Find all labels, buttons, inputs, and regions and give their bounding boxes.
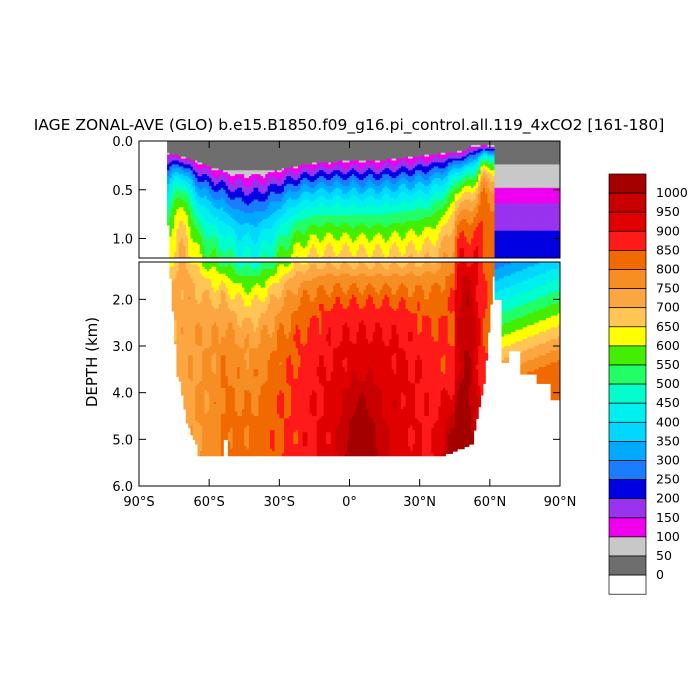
colorbar-label: 100: [656, 529, 680, 544]
x-tick-label: 30°N: [403, 495, 436, 510]
colorbar-swatch: [608, 555, 647, 576]
x-tick-label: 30°S: [264, 495, 295, 510]
y-tick-label: 0.0: [112, 135, 133, 150]
colorbar-label: 1000: [656, 185, 688, 200]
colorbar-swatch: [608, 479, 647, 500]
colorbar-swatch: [608, 250, 647, 270]
colorbar-swatch: [608, 498, 647, 519]
colorbar-label: 900: [656, 223, 680, 238]
y-tick-label: 0.5: [112, 184, 133, 199]
colorbar-swatch: [608, 211, 647, 232]
y-tick-label: 5.0: [112, 433, 133, 448]
colorbar-label: 50: [656, 548, 672, 563]
colorbar-swatch: [608, 460, 647, 480]
lower-panel-plot: [169, 262, 560, 457]
colorbar-label: 550: [656, 357, 680, 372]
y-tick-label: 2.0: [112, 293, 133, 308]
colorbar-label: 800: [656, 262, 680, 277]
x-tick-label: 60°N: [473, 495, 506, 510]
colorbar-label: 350: [656, 433, 680, 448]
colorbar-label: 450: [656, 395, 680, 410]
colorbar-label: 600: [656, 338, 680, 353]
colorbar-swatch: [608, 383, 647, 404]
colorbar-label: 500: [656, 376, 680, 391]
colorbar-swatch: [608, 173, 647, 194]
colorbar-swatch: [608, 421, 647, 442]
colorbar-label: 200: [656, 491, 680, 506]
upper-panel-plot: [167, 141, 560, 258]
colorbar-label: 950: [656, 204, 680, 219]
axis-ticks: 90°S 60°S 30°S 0° 30°N 60°N 90°N 0.0 0.5 1.0 2.0 3.…: [112, 135, 576, 510]
colorbar-label: 250: [656, 472, 680, 487]
colorbar-swatch: [608, 536, 647, 557]
colorbar-label: 850: [656, 242, 680, 257]
colorbar-label: 300: [656, 453, 680, 468]
y-tick-label: 6.0: [112, 480, 133, 495]
x-tick-label: 90°N: [544, 495, 577, 510]
colorbar-swatch: [608, 288, 647, 309]
colorbar-label: 150: [656, 510, 680, 525]
colorbar-swatch: [608, 307, 647, 328]
colorbar-swatch: [608, 441, 647, 461]
x-tick-label: 0°: [342, 495, 357, 510]
colorbar-label: 750: [656, 281, 680, 296]
colorbar-label: 0: [656, 567, 664, 582]
colorbar-swatch: [608, 345, 647, 366]
chart-title: IAGE ZONAL-AVE (GLO) b.e15.B1850.f09_g16…: [34, 116, 665, 135]
colorbar-swatch: [608, 517, 647, 538]
colorbar-label: 700: [656, 300, 680, 315]
colorbar: 1000950900850800750700650600550500450400…: [608, 173, 688, 595]
x-tick-label: 60°S: [194, 495, 225, 510]
colorbar-swatch: [608, 230, 647, 251]
colorbar-label: 400: [656, 414, 680, 429]
colorbar-label: 650: [656, 319, 680, 334]
y-tick-label: 4.0: [112, 387, 133, 402]
y-tick-label: 1.0: [112, 233, 133, 248]
colorbar-swatch: [608, 326, 647, 347]
colorbar-swatch: [608, 192, 647, 213]
y-tick-label: 3.0: [112, 340, 133, 355]
colorbar-swatch: [608, 574, 647, 595]
colorbar-swatch: [608, 364, 647, 385]
colorbar-swatch: [608, 402, 647, 423]
x-tick-label: 90°S: [123, 495, 154, 510]
y-axis-label: DEPTH (km): [83, 317, 101, 407]
colorbar-swatch: [608, 269, 647, 289]
